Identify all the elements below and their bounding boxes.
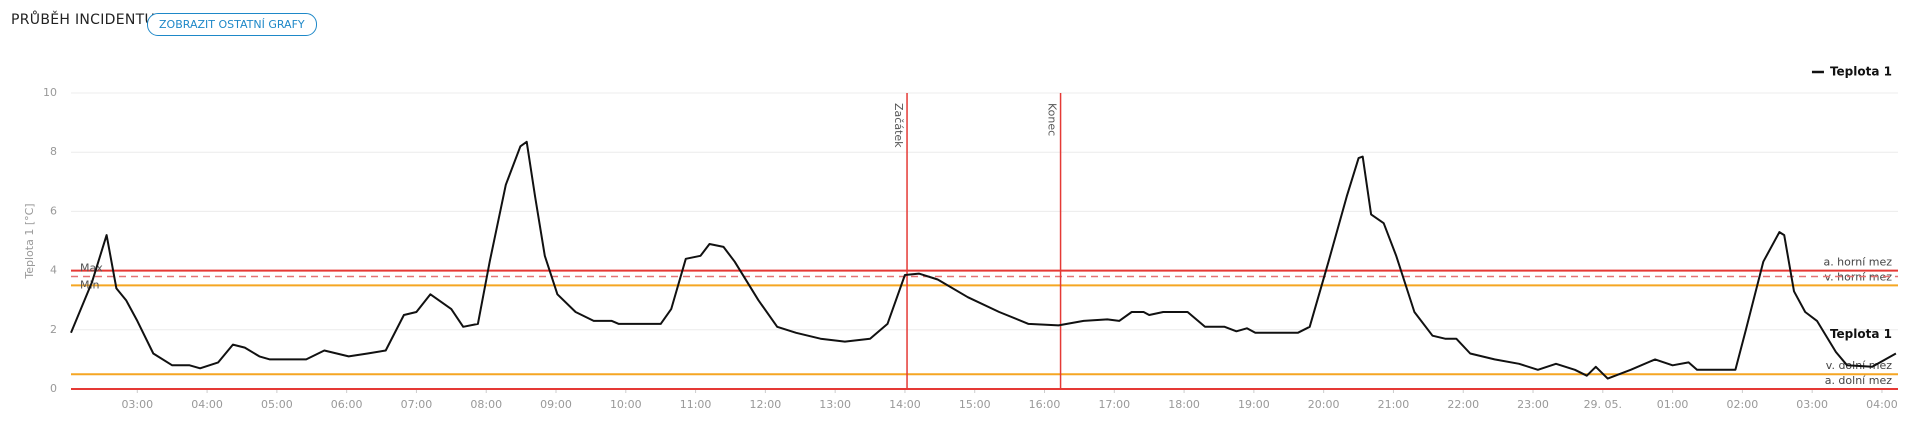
threshold-label: a. dolní mez: [1825, 374, 1893, 387]
threshold-label: v. horní mez: [1825, 270, 1893, 283]
x-tick-label: 16:00: [1029, 398, 1061, 411]
series-line: [70, 140, 1897, 380]
x-tick-label: 19:00: [1238, 398, 1270, 411]
y-tick-label: 6: [50, 204, 57, 217]
x-tick-label: 22:00: [1447, 398, 1479, 411]
x-tick-label: 29. 05.: [1584, 398, 1622, 411]
event-marker-label: Konec: [1046, 103, 1059, 136]
legend-label: Teplota 1: [1830, 65, 1892, 79]
x-tick-label: 01:00: [1657, 398, 1689, 411]
x-tick-label: 02:00: [1727, 398, 1759, 411]
x-tick-label: 11:00: [680, 398, 712, 411]
x-tick-label: 17:00: [1098, 398, 1130, 411]
x-tick-label: 18:00: [1168, 398, 1200, 411]
y-axis-label: Teplota 1 [°C]: [23, 203, 36, 279]
threshold-label: a. horní mez: [1823, 256, 1892, 269]
y-tick-label: 4: [50, 264, 57, 277]
x-tick-label: 04:00: [1866, 398, 1898, 411]
x-tick-label: 13:00: [819, 398, 851, 411]
x-tick-label: 04:00: [191, 398, 223, 411]
series-end-label: Teplota 1: [1830, 327, 1892, 341]
x-tick-label: 03:00: [1796, 398, 1828, 411]
x-tick-label: 07:00: [401, 398, 433, 411]
limit-label: Max: [80, 262, 103, 275]
x-tick-label: 03:00: [121, 398, 153, 411]
y-tick-label: 2: [50, 323, 57, 336]
x-tick-label: 21:00: [1378, 398, 1410, 411]
x-tick-label: 23:00: [1517, 398, 1549, 411]
other-charts-button[interactable]: ZOBRAZIT OSTATNÍ GRAFY: [147, 13, 317, 36]
y-tick-label: 8: [50, 145, 57, 158]
x-tick-label: 06:00: [331, 398, 363, 411]
event-marker-label: Začátek: [892, 103, 905, 148]
x-tick-label: 12:00: [750, 398, 782, 411]
x-tick-label: 14:00: [889, 398, 921, 411]
y-tick-label: 10: [43, 86, 57, 99]
x-tick-label: 20:00: [1308, 398, 1340, 411]
x-tick-label: 05:00: [261, 398, 293, 411]
x-tick-label: 15:00: [959, 398, 991, 411]
x-tick-label: 09:00: [540, 398, 572, 411]
y-tick-label: 0: [50, 382, 57, 395]
x-tick-label: 10:00: [610, 398, 642, 411]
page-title: PRŮBĚH INCIDENTU: [11, 12, 156, 28]
x-tick-label: 08:00: [470, 398, 502, 411]
